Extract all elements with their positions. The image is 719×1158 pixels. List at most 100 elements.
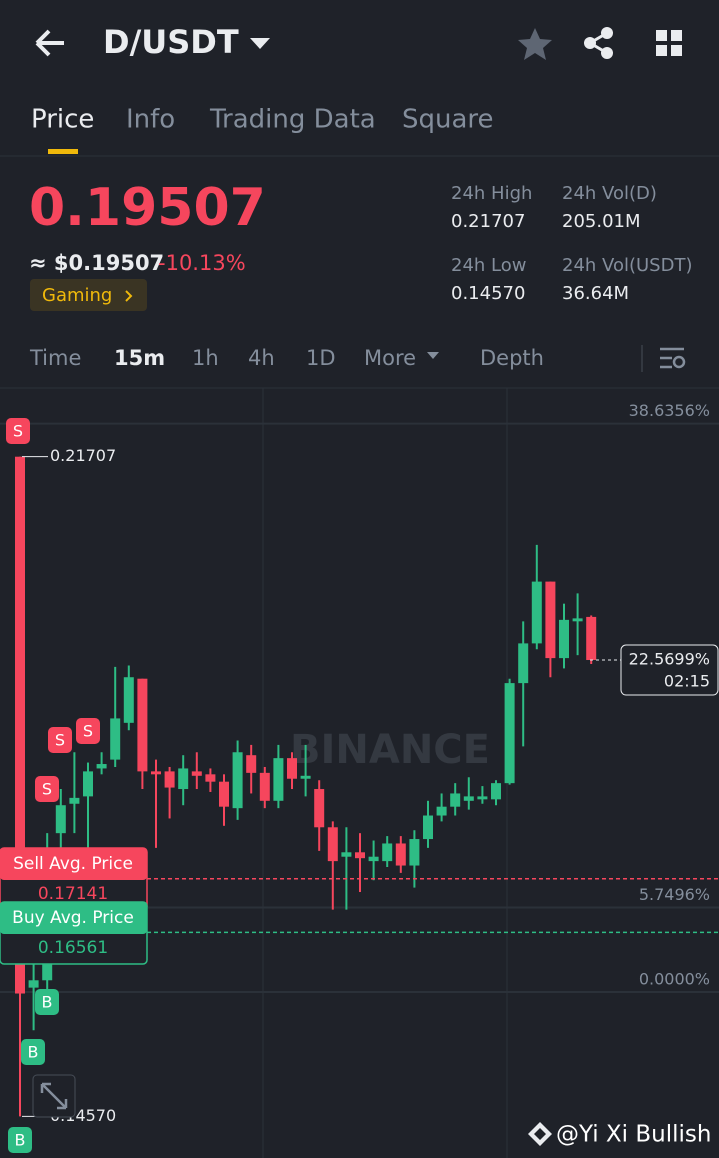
candle-body — [518, 643, 529, 684]
chart-settings[interactable] — [660, 347, 686, 369]
candle-body — [327, 827, 338, 862]
candle-body — [355, 852, 365, 859]
candle-body — [28, 980, 39, 988]
stat-value: 0.21707 — [451, 211, 525, 232]
stat-label: 24h High — [451, 183, 532, 204]
more-dropdown[interactable] — [427, 352, 439, 359]
high-label: 0.21707 — [50, 446, 116, 465]
candle-body — [287, 758, 297, 779]
tab[interactable]: Trading Data — [209, 105, 376, 135]
favorite-star[interactable] — [518, 28, 552, 60]
grid-cell — [671, 45, 682, 56]
candle-body — [137, 678, 148, 772]
expand-icon — [40, 1082, 68, 1110]
candle-body — [450, 793, 461, 807]
last-price-label: 22.5699% — [629, 650, 710, 669]
tag-bg — [30, 279, 147, 311]
candle-body — [395, 843, 406, 866]
stat-label: 24h Vol(USDT) — [562, 255, 692, 276]
grid-cell — [656, 45, 667, 56]
y-tick-label: 38.6356% — [629, 401, 710, 420]
stat-value: 0.14570 — [451, 283, 525, 304]
candle-body — [191, 771, 202, 776]
candle-body — [491, 783, 501, 800]
candle-body — [164, 771, 175, 788]
stat-label: 24h Vol(D) — [562, 183, 657, 204]
avg-title: Sell Avg. Price — [13, 854, 133, 874]
tag-label: Gaming — [42, 285, 112, 306]
watermark: BINANCE — [290, 727, 490, 773]
candle-body — [586, 616, 597, 661]
trade-label: B — [15, 1131, 26, 1150]
candle-body — [246, 755, 257, 773]
candle-body — [15, 456, 25, 994]
candle-body — [409, 839, 420, 866]
pair-title[interactable]: D/USDT — [103, 23, 239, 61]
settings-gear — [672, 355, 686, 369]
candle-body — [123, 677, 134, 723]
candle-body — [463, 796, 474, 801]
stat-label: 24h Low — [451, 255, 526, 276]
trade-marker — [48, 727, 72, 753]
candle-body — [300, 775, 311, 779]
trade-marker — [35, 989, 59, 1015]
back-button[interactable] — [35, 29, 64, 57]
interval[interactable]: Time — [29, 346, 81, 370]
interval[interactable]: More — [364, 346, 416, 370]
tag-chevron — [125, 290, 133, 302]
interval[interactable]: 1h — [192, 346, 219, 370]
candle-body — [151, 771, 161, 775]
sector-tag[interactable]: Gaming — [30, 279, 147, 311]
candle-body — [423, 815, 433, 840]
credit: @Yi Xi Bullish — [556, 1122, 711, 1148]
last-price-box — [620, 644, 719, 696]
y-tick-label: 0.0000% — [639, 970, 710, 989]
candle-body — [55, 805, 66, 834]
candle-body — [382, 843, 393, 862]
candle-body — [69, 797, 80, 804]
tab[interactable]: Info — [126, 105, 175, 135]
interval[interactable]: 4h — [248, 346, 275, 370]
chart: BINANCE38.6356%5.7496%0.0000%0.217070.14… — [0, 401, 719, 1153]
candle-body — [341, 852, 352, 857]
trade-marker — [76, 718, 100, 744]
grid-menu[interactable] — [656, 30, 682, 56]
trade-marker — [21, 1039, 45, 1065]
last-price: 0.19507 — [29, 178, 266, 238]
candle-body — [178, 768, 189, 790]
share-button[interactable] — [584, 27, 613, 59]
candle-body — [205, 774, 216, 782]
candle-body — [504, 683, 515, 784]
candle-body — [83, 771, 93, 797]
trade-label: S — [83, 722, 93, 741]
avg-price: 0.16561 — [38, 938, 108, 958]
avg-header — [0, 902, 147, 934]
trade-marker — [8, 1127, 32, 1153]
interval[interactable]: 15m — [114, 346, 165, 370]
trade-label: B — [28, 1043, 39, 1062]
trade-label: S — [13, 422, 23, 441]
candle-body — [477, 796, 488, 800]
credit-logo — [528, 1122, 552, 1146]
candle-body — [259, 772, 270, 801]
stat-value: 36.64M — [562, 283, 629, 304]
settings-lines — [660, 347, 684, 369]
expand-button[interactable] — [32, 1074, 76, 1118]
candle-body — [273, 758, 284, 801]
tab[interactable]: Square — [402, 105, 494, 135]
interval[interactable]: 1D — [306, 346, 336, 370]
candle-body — [96, 764, 107, 769]
candle-body — [531, 581, 542, 644]
countdown: 02:15 — [664, 672, 710, 691]
stat-value: 205.01M — [562, 211, 641, 232]
candle-body — [314, 789, 325, 828]
avg-title: Buy Avg. Price — [12, 908, 134, 928]
share-link — [589, 31, 608, 55]
tab[interactable]: Price — [31, 105, 94, 135]
pair-dropdown[interactable] — [250, 38, 270, 49]
price-change: -10.13% — [158, 251, 246, 275]
interval[interactable]: Depth — [480, 346, 544, 370]
